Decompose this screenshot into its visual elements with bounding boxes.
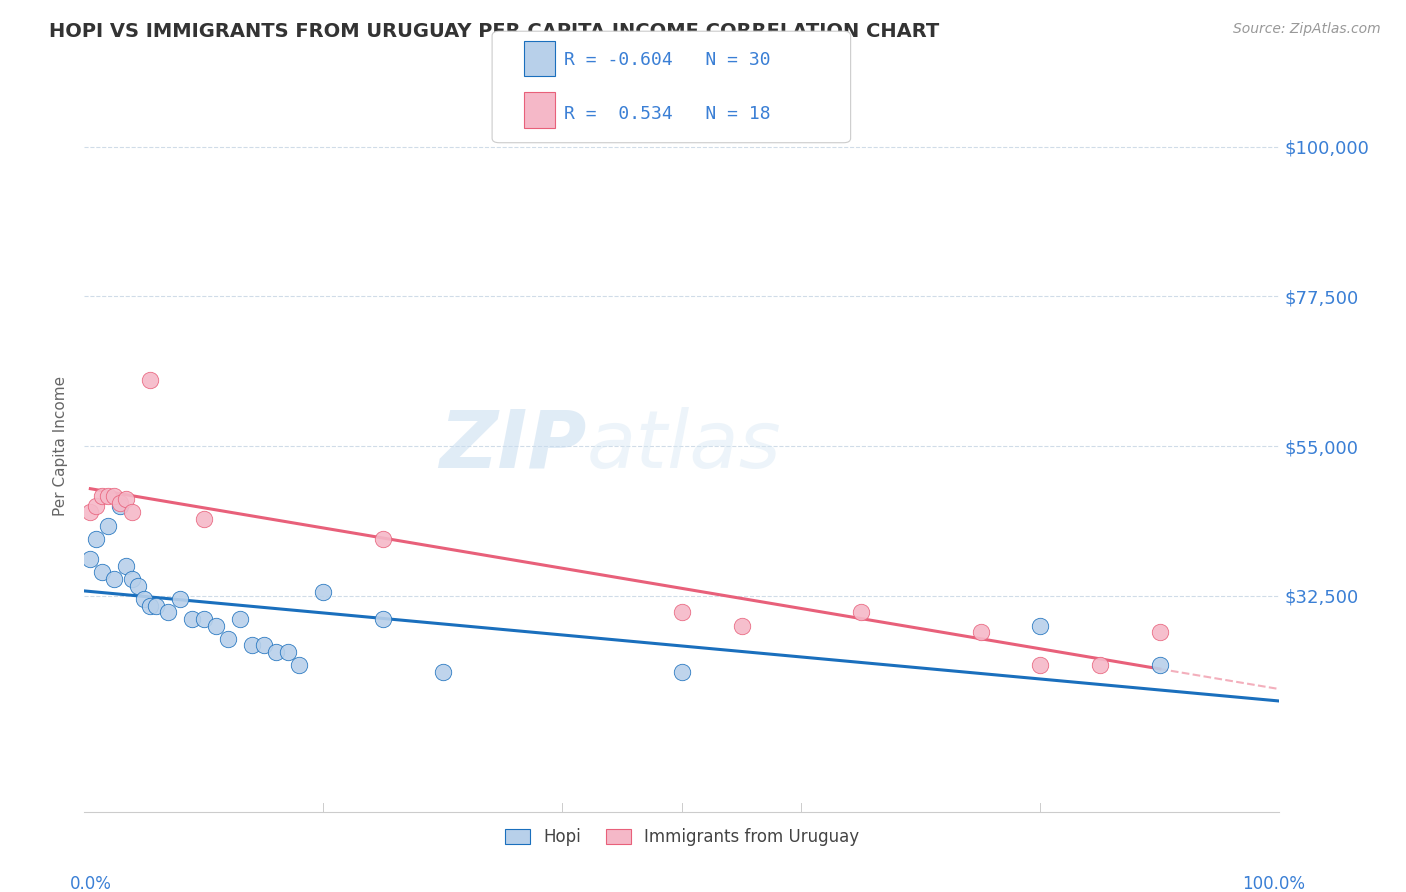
Point [169, 591, 191, 606]
Point [110, 499, 132, 513]
Point [240, 639, 263, 653]
Point [181, 612, 204, 626]
Point [97, 489, 120, 503]
Text: 0.0%: 0.0% [69, 875, 111, 892]
Point [79, 506, 101, 520]
Point [851, 605, 873, 619]
Point [432, 665, 454, 679]
Point [110, 495, 132, 509]
Text: R = -0.604   N = 30: R = -0.604 N = 30 [564, 52, 770, 70]
Point [312, 585, 335, 599]
Point [193, 512, 215, 526]
Point [103, 572, 125, 586]
Point [1090, 658, 1112, 673]
Point [217, 632, 239, 646]
Point [264, 645, 287, 659]
Point [86, 499, 108, 513]
Point [277, 645, 299, 659]
Point [671, 665, 693, 679]
Text: atlas: atlas [586, 407, 782, 485]
Point [970, 625, 993, 640]
Point [731, 618, 754, 632]
Point [79, 552, 101, 566]
Point [288, 658, 311, 673]
Legend: Hopi, Immigrants from Uruguay: Hopi, Immigrants from Uruguay [496, 820, 868, 855]
Point [205, 618, 228, 632]
Point [132, 591, 156, 606]
Point [253, 639, 276, 653]
Point [671, 605, 693, 619]
Point [1029, 618, 1052, 632]
Point [373, 612, 395, 626]
Point [121, 506, 143, 520]
Point [373, 532, 395, 546]
Point [91, 566, 114, 580]
Point [127, 579, 149, 593]
Point [139, 372, 162, 386]
Point [86, 532, 108, 546]
Point [1149, 658, 1171, 673]
Text: R =  0.534   N = 18: R = 0.534 N = 18 [564, 104, 770, 122]
Point [115, 492, 138, 507]
Point [193, 612, 215, 626]
Point [145, 599, 167, 613]
Point [1029, 658, 1052, 673]
Text: Source: ZipAtlas.com: Source: ZipAtlas.com [1233, 22, 1381, 37]
Point [103, 489, 125, 503]
Text: ZIP: ZIP [439, 407, 586, 485]
Point [97, 518, 120, 533]
Point [91, 489, 114, 503]
Point [121, 572, 143, 586]
Text: HOPI VS IMMIGRANTS FROM URUGUAY PER CAPITA INCOME CORRELATION CHART: HOPI VS IMMIGRANTS FROM URUGUAY PER CAPI… [49, 22, 939, 41]
Text: 100.0%: 100.0% [1241, 875, 1305, 892]
Y-axis label: Per Capita Income: Per Capita Income [53, 376, 69, 516]
Point [1149, 625, 1171, 640]
Point [157, 605, 180, 619]
Point [229, 612, 252, 626]
Point [115, 558, 138, 573]
Point [139, 599, 162, 613]
